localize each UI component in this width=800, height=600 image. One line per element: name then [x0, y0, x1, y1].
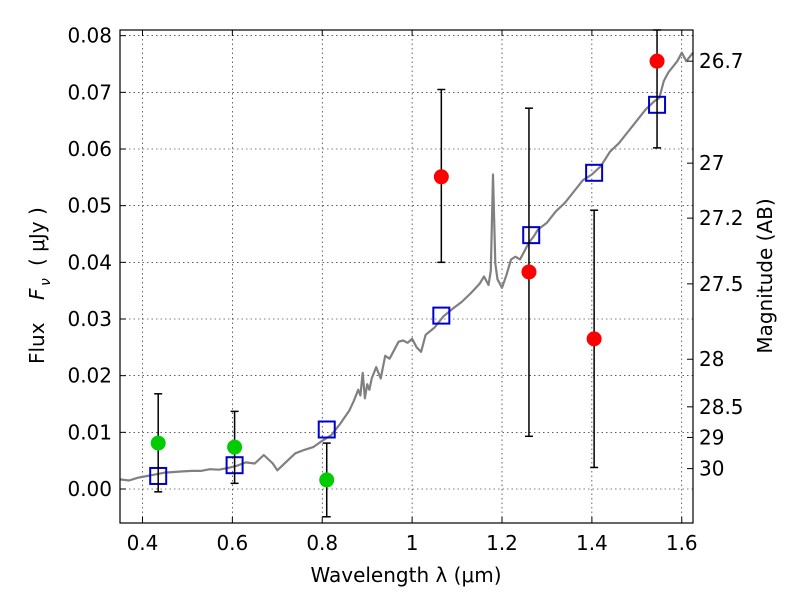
x-axis-label: Wavelength λ (μm) — [310, 563, 501, 587]
observed-flux-point — [433, 169, 449, 185]
x-tick-label: 1.6 — [666, 531, 698, 555]
y2-tick-label: 27.5 — [699, 272, 744, 296]
y2-tick-label: 26.7 — [699, 49, 744, 73]
model-photometry-square — [317, 420, 336, 439]
x-tick-label: 1.2 — [486, 531, 518, 555]
plot-series — [119, 29, 694, 518]
y2-tick-label: 28 — [699, 347, 724, 371]
y-axis-label: Flux F ν ( μJy ) — [25, 207, 54, 364]
x-tick-label: 1.4 — [576, 531, 608, 555]
observed-flux-point — [649, 53, 665, 69]
y-tick-label: 0.05 — [67, 194, 112, 218]
x-tick-label: 0.6 — [216, 531, 248, 555]
y2-tick-label: 28.5 — [699, 395, 744, 419]
y-tick-label: 0.06 — [67, 137, 112, 161]
y-tick-label: 0.08 — [67, 24, 112, 48]
x-tick-label: 0.4 — [127, 531, 159, 555]
y-tick-label: 0.00 — [67, 477, 112, 501]
y-axis-label-subscript: ν — [38, 278, 54, 286]
y2-tick-label: 27 — [699, 151, 724, 175]
y-axis-label-text: Flux — [25, 322, 49, 364]
y-axis-label-symbol: F — [25, 288, 49, 300]
y2-tick-label: 27.2 — [699, 206, 744, 230]
y-tick-label: 0.03 — [67, 307, 112, 331]
y-tick-label: 0.07 — [67, 80, 112, 104]
plot-frame — [119, 29, 694, 524]
observed-flux-point — [586, 331, 602, 347]
model-photometry-square — [585, 163, 604, 182]
axes: 0.4 0.6 0.8 1 1.2 1.4 1.6 0.00 0.01 0.02 0.03 0.04 0… — [67, 24, 743, 555]
y2-tick-label: 30 — [699, 457, 724, 481]
grid-lines — [120, 30, 693, 523]
y-tick-label: 0.01 — [67, 420, 112, 444]
y-tick-label: 0.02 — [67, 364, 112, 388]
model-photometry-square — [432, 306, 451, 325]
y2-tick-label: 29 — [699, 425, 724, 449]
observed-flux-point — [150, 435, 166, 451]
x-tick-label: 0.8 — [306, 531, 338, 555]
y-tick-label: 0.04 — [67, 250, 112, 274]
y2-axis-label: Magnitude (AB) — [753, 198, 777, 353]
y-axis-label-units: ( μJy ) — [25, 207, 49, 266]
model-spectrum-line — [119, 51, 694, 482]
x-tick-label: 1 — [406, 531, 419, 555]
model-photometry-square — [522, 226, 541, 245]
observed-flux-point — [319, 472, 335, 488]
observed-flux-point — [521, 264, 537, 280]
observed-flux-point — [227, 439, 243, 455]
